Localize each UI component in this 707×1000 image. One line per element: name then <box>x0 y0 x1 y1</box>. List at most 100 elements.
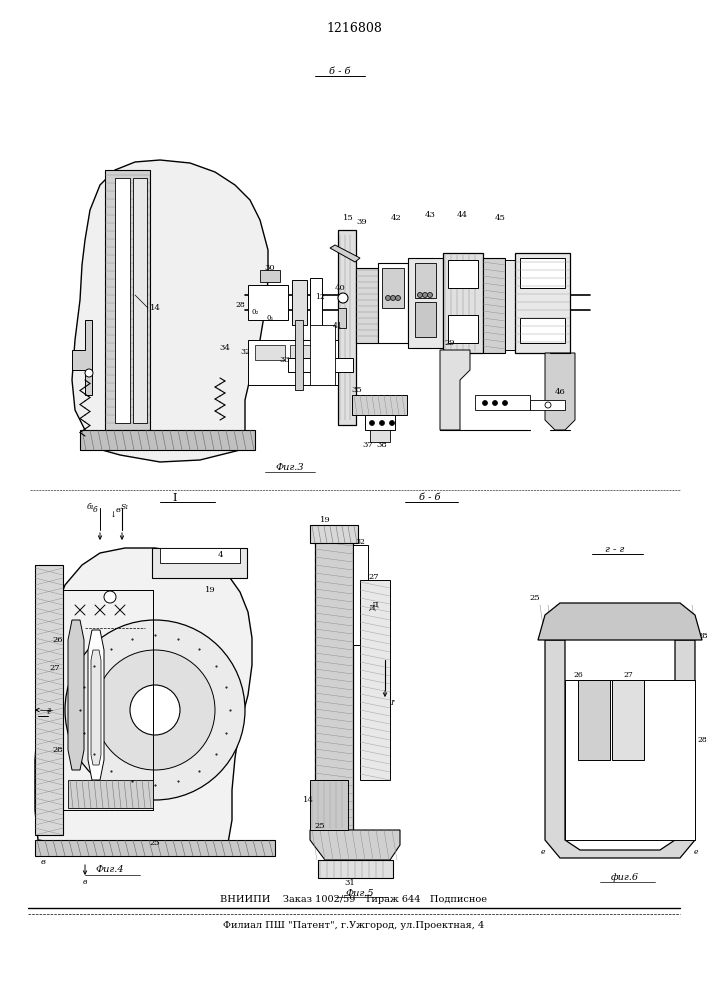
Circle shape <box>418 292 423 298</box>
Bar <box>530 400 565 410</box>
Bar <box>180 548 240 728</box>
Polygon shape <box>440 350 470 430</box>
Text: в: в <box>115 506 120 514</box>
Text: I: I <box>173 493 177 503</box>
Bar <box>295 320 303 390</box>
Bar <box>565 680 695 840</box>
Text: в: в <box>83 878 87 886</box>
Text: Д: Д <box>372 601 378 609</box>
Text: 32: 32 <box>240 348 250 356</box>
Text: e: e <box>694 848 699 856</box>
Text: 28: 28 <box>697 736 707 744</box>
Bar <box>115 178 130 423</box>
Circle shape <box>482 400 488 406</box>
Circle shape <box>370 420 375 426</box>
Text: 27: 27 <box>49 664 60 672</box>
Text: ВНИИПИ    Заказ 1002/59   Тираж 644   Подписное: ВНИИПИ Заказ 1002/59 Тираж 644 Подписное <box>221 896 488 904</box>
Text: S₁: S₁ <box>121 503 129 511</box>
Bar <box>338 230 356 425</box>
Circle shape <box>95 650 215 770</box>
Bar <box>292 280 307 325</box>
Text: б - б: б - б <box>419 493 440 502</box>
Text: б: б <box>93 506 98 514</box>
Bar <box>35 565 63 835</box>
Polygon shape <box>310 830 400 860</box>
Circle shape <box>130 685 180 735</box>
Bar <box>310 278 322 327</box>
Bar <box>365 415 395 430</box>
Text: 25: 25 <box>530 594 540 602</box>
Bar <box>288 358 353 372</box>
Text: 25: 25 <box>315 822 325 830</box>
Text: 40: 40 <box>334 284 346 292</box>
Circle shape <box>380 420 385 426</box>
Text: 27: 27 <box>623 671 633 679</box>
Polygon shape <box>545 353 575 430</box>
Bar <box>360 580 390 780</box>
Circle shape <box>338 293 348 303</box>
Circle shape <box>390 420 395 426</box>
Circle shape <box>104 591 116 603</box>
Polygon shape <box>91 650 101 765</box>
Bar <box>310 325 335 385</box>
Text: 37: 37 <box>363 441 373 449</box>
Bar <box>152 548 247 578</box>
Bar <box>515 253 570 353</box>
Polygon shape <box>538 603 702 640</box>
Text: 14: 14 <box>150 304 160 312</box>
Bar <box>63 590 153 810</box>
Circle shape <box>385 296 390 300</box>
Text: I': I' <box>390 699 395 707</box>
Bar <box>475 395 530 410</box>
Text: 0₂: 0₂ <box>252 308 259 316</box>
Text: 46: 46 <box>554 388 566 396</box>
Bar <box>443 253 483 353</box>
Bar <box>448 315 478 343</box>
Text: 34: 34 <box>220 344 230 352</box>
Text: г: г <box>46 708 50 716</box>
Bar <box>356 268 378 343</box>
Text: 33: 33 <box>280 356 291 364</box>
Bar <box>505 260 515 350</box>
Text: 26: 26 <box>573 671 583 679</box>
Bar <box>415 263 436 298</box>
Bar <box>382 268 404 308</box>
Bar <box>290 345 315 360</box>
Text: 15: 15 <box>343 214 354 222</box>
Text: 42: 42 <box>391 214 402 222</box>
Bar <box>370 430 390 442</box>
Text: 41: 41 <box>333 322 343 330</box>
Text: 32: 32 <box>355 538 365 546</box>
Bar <box>68 780 153 808</box>
Text: б - б: б - б <box>329 68 351 77</box>
Polygon shape <box>72 160 268 462</box>
Bar <box>520 258 565 288</box>
Circle shape <box>545 402 551 408</box>
Bar <box>310 780 348 830</box>
Bar <box>338 308 346 328</box>
Text: 45: 45 <box>495 214 506 222</box>
Bar <box>105 170 150 430</box>
Bar <box>352 395 407 415</box>
Text: 29: 29 <box>445 339 455 347</box>
Bar <box>612 680 644 760</box>
Circle shape <box>85 369 93 377</box>
Bar <box>315 530 353 830</box>
Text: 26: 26 <box>53 636 63 644</box>
Text: в: в <box>40 858 45 866</box>
Bar <box>255 345 285 360</box>
Bar <box>35 840 275 856</box>
Text: ↓: ↓ <box>110 511 117 519</box>
Text: 4: 4 <box>217 551 223 559</box>
Polygon shape <box>330 245 360 262</box>
Text: 25: 25 <box>150 839 160 847</box>
Circle shape <box>423 292 428 298</box>
Text: 39: 39 <box>356 218 368 226</box>
Text: 28: 28 <box>235 301 245 309</box>
Text: 35: 35 <box>351 386 363 394</box>
Text: 27: 27 <box>368 573 380 581</box>
Bar <box>578 680 610 760</box>
Bar <box>260 270 280 282</box>
Text: 28: 28 <box>53 746 64 754</box>
Text: 1216808: 1216808 <box>326 21 382 34</box>
